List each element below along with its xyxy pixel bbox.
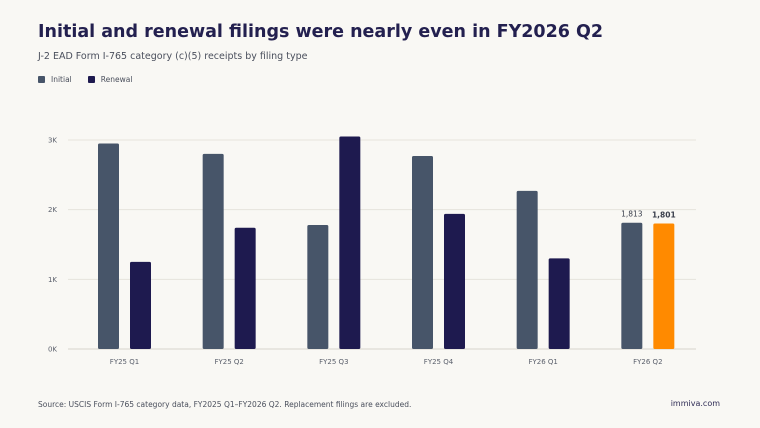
- chart-title: Initial and renewal filings were nearly …: [38, 22, 604, 42]
- x-tick-label-fy25-q3: FY25 Q3: [319, 358, 348, 366]
- source-note: Source: USCIS Form I-765 category data, …: [38, 400, 412, 409]
- legend-swatch-renewal: [87, 76, 95, 83]
- y-tick-label-3K: 3K: [48, 137, 57, 145]
- chart-subtitle: J-2 EAD Form I-765 category (c)(5) recei…: [38, 51, 308, 62]
- data-label-initial: 1,813: [621, 210, 643, 219]
- legend-label-renewal: Renewal: [100, 75, 133, 84]
- y-tick-label-1K: 1K: [48, 276, 57, 284]
- x-tick-label-fy26-q2: FY26 Q2: [633, 358, 662, 366]
- bar-initial-fy26-q2: [621, 222, 643, 349]
- bar-renewal-fy25-q3: [339, 136, 361, 349]
- legend: Initial Renewal: [38, 75, 132, 84]
- bar-renewal-fy25-q1: [130, 261, 151, 349]
- y-tick-label-0K: 0K: [48, 346, 57, 354]
- y-tick-label-2K: 2K: [48, 206, 57, 214]
- bar-renewal-fy25-q4: [444, 213, 465, 349]
- legend-item-renewal: Renewal: [87, 75, 133, 84]
- data-label-renewal: 1,801: [652, 211, 676, 220]
- legend-swatch-initial: [38, 76, 45, 83]
- bar-initial-fy26-q1: [516, 190, 538, 349]
- bar-initial-fy25-q1: [98, 143, 119, 349]
- bar-initial-fy25-q4: [412, 156, 433, 349]
- bar-renewal-fy25-q2: [234, 227, 256, 349]
- legend-item-initial: Initial: [38, 75, 72, 84]
- bar-initial-fy25-q3: [307, 224, 329, 349]
- bar-renewal-fy26-q2: [653, 223, 675, 349]
- bar-initial-fy25-q2: [202, 153, 224, 349]
- x-tick-label-fy25-q1: FY25 Q1: [110, 358, 139, 366]
- legend-label-initial: Initial: [51, 75, 72, 84]
- x-tick-label-fy26-q1: FY26 Q1: [528, 358, 557, 366]
- brand-logo-text: immiva.com: [670, 399, 720, 408]
- bar-renewal-fy26-q1: [548, 258, 570, 349]
- x-tick-label-fy25-q4: FY25 Q4: [424, 358, 454, 366]
- x-tick-label-fy25-q2: FY25 Q2: [214, 358, 243, 366]
